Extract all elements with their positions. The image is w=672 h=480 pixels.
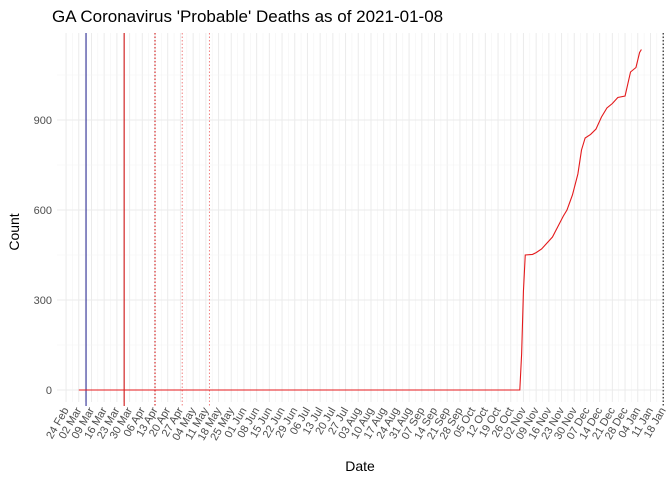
y-tick-label: 600 xyxy=(34,205,52,217)
y-tick-label: 0 xyxy=(46,385,52,397)
y-tick-label: 300 xyxy=(34,295,52,307)
reference-lines xyxy=(85,33,664,406)
x-axis-title: Date xyxy=(345,458,375,474)
chart-title: GA Coronavirus 'Probable' Deaths as of 2… xyxy=(52,7,443,26)
series-group xyxy=(78,49,642,391)
y-tick-label: 900 xyxy=(34,115,52,127)
gridlines xyxy=(57,33,665,402)
y-axis-title: Count xyxy=(6,213,22,250)
series-line xyxy=(78,49,642,391)
y-tick-labels: 0 300 600 900 xyxy=(34,115,52,397)
